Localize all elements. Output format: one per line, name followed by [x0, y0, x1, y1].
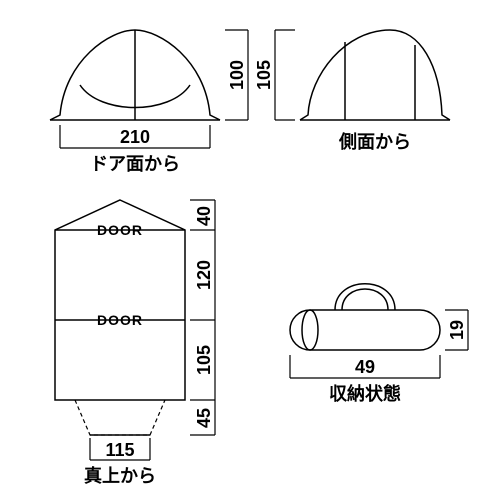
top-right-dims: 40 120 105 45	[190, 200, 215, 435]
top-label: 真上から	[84, 465, 156, 486]
bag-height-value: 19	[447, 320, 467, 340]
side-height-dim: 105	[254, 30, 295, 120]
top-d4: 45	[194, 408, 214, 428]
front-label: ドア面から	[90, 154, 180, 174]
bag-width-value: 49	[355, 357, 375, 377]
top-bottom-dim: 115	[90, 438, 150, 460]
top-door-lower: DOOR	[97, 312, 143, 328]
top-door-upper: DOOR	[97, 222, 143, 238]
tent-spec-diagram: 210 100 ドア面から 105 側面から DOOR	[0, 0, 500, 500]
front-width-dim: 210	[60, 125, 210, 148]
front-view: 210 100 ドア面から	[50, 30, 248, 174]
bag-label: 収納状態	[329, 383, 401, 404]
top-d3: 105	[194, 345, 214, 375]
front-height-value: 100	[227, 60, 247, 90]
side-label: 側面から	[338, 131, 411, 152]
top-d1: 40	[194, 206, 214, 226]
bag-view: 49 19 収納状態	[290, 284, 468, 404]
top-d2: 120	[194, 260, 214, 290]
bag-width-dim: 49	[290, 355, 440, 378]
front-height-dim: 100	[225, 30, 248, 120]
top-bottom-value: 115	[105, 440, 134, 460]
side-height-value: 105	[254, 60, 274, 90]
side-view: 105 側面から	[254, 30, 450, 152]
top-view: DOOR DOOR 40 120 105 45 115 真上から	[55, 200, 215, 486]
bag-height-dim: 19	[445, 310, 468, 350]
front-width-value: 210	[120, 127, 150, 147]
